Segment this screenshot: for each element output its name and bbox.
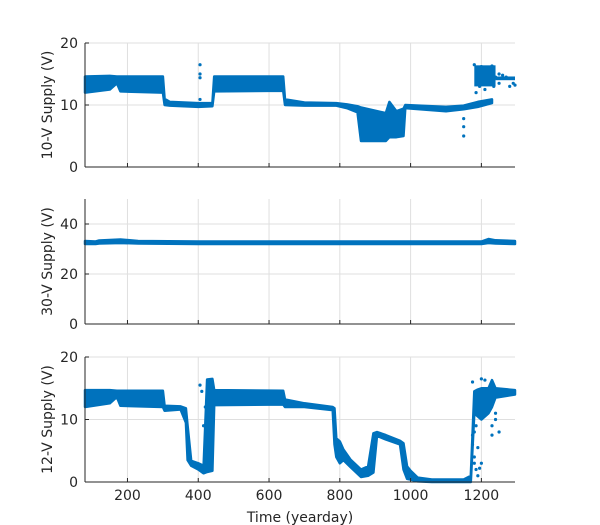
data-point — [479, 64, 483, 69]
data-point — [490, 424, 494, 428]
data-point — [207, 446, 211, 450]
data-band — [83, 377, 517, 484]
data-point — [198, 63, 202, 67]
data-point — [232, 396, 236, 400]
data-point — [470, 433, 475, 437]
data-point — [508, 84, 512, 88]
data-point — [490, 64, 494, 68]
data-point — [253, 397, 257, 402]
data-point — [493, 411, 498, 415]
y-axis-label: 10-V Supply (V) — [40, 51, 56, 160]
data-point — [476, 69, 480, 73]
data-point — [478, 84, 482, 88]
x-tick-label: 400 — [185, 488, 212, 504]
data-point — [497, 430, 501, 434]
data-point — [493, 417, 498, 422]
data-point — [474, 91, 478, 95]
data-point — [483, 87, 487, 92]
data-point — [497, 81, 501, 85]
data-point — [479, 461, 483, 465]
data-point — [470, 380, 475, 384]
data-point — [483, 378, 487, 382]
data-point — [501, 73, 505, 77]
data-point — [472, 63, 476, 67]
y-axis-label: 12-V Supply (V) — [40, 365, 56, 474]
y-tick-label: 0 — [69, 160, 78, 176]
data-band — [83, 237, 517, 246]
data-point — [486, 78, 491, 82]
y-axis-label: 30-V Supply (V) — [40, 207, 56, 316]
data-point — [239, 399, 243, 403]
data-point — [497, 72, 501, 76]
y-tick-label: 0 — [69, 475, 78, 491]
data-point — [203, 436, 207, 440]
data-point — [462, 134, 466, 138]
x-tick-label: 1200 — [464, 488, 500, 504]
data-point — [479, 377, 483, 381]
data-point — [478, 466, 482, 470]
data-point — [474, 467, 478, 472]
y-tick-label: 10 — [60, 413, 78, 429]
x-tick-label: 600 — [256, 488, 283, 504]
y-tick-label: 40 — [60, 217, 78, 233]
data-point — [203, 405, 207, 409]
data-point — [198, 72, 202, 76]
data-point — [472, 430, 476, 434]
x-tick-label: 1000 — [393, 488, 429, 504]
data-band — [83, 74, 494, 143]
data-point — [476, 446, 480, 450]
data-point — [472, 455, 476, 459]
data-point — [476, 474, 480, 478]
data-point — [470, 442, 475, 447]
data-point — [462, 125, 466, 129]
data-point — [198, 76, 202, 80]
data-point — [513, 83, 517, 87]
y-tick-label: 20 — [60, 350, 78, 366]
data-point — [472, 461, 476, 465]
data-point — [201, 424, 206, 428]
data-point — [198, 97, 202, 102]
data-point — [490, 433, 494, 437]
data-point — [493, 75, 498, 79]
data-point — [200, 389, 204, 393]
y-tick-label: 20 — [60, 36, 78, 52]
data-point — [198, 383, 202, 387]
x-tick-label: 200 — [114, 488, 141, 504]
data-point — [504, 75, 508, 79]
data-block — [474, 65, 496, 87]
data-point — [492, 84, 496, 88]
data-point — [462, 117, 466, 121]
y-tick-label: 0 — [69, 317, 78, 333]
data-point — [474, 424, 478, 428]
y-tick-label: 20 — [60, 267, 78, 283]
x-tick-label: 800 — [326, 488, 353, 504]
x-axis-label: Time (yearday) — [246, 510, 353, 525]
y-tick-label: 10 — [60, 98, 78, 114]
